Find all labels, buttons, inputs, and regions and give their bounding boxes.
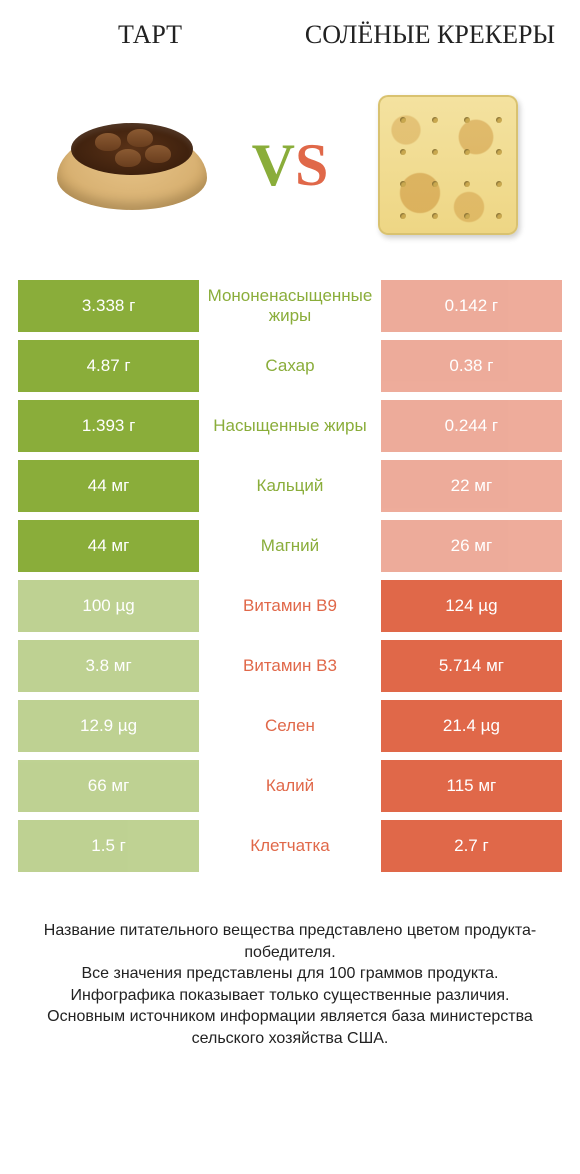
cell-left-value: 12.9 µg [18, 700, 199, 752]
cracker-icon [378, 95, 518, 235]
cell-nutrient-label: Селен [199, 700, 381, 752]
cell-nutrient-label: Клетчатка [199, 820, 381, 872]
cell-left-value: 3.8 мг [18, 640, 199, 692]
cell-right-value: 21.4 µg [381, 700, 562, 752]
cell-right-value: 0.38 г [381, 340, 562, 392]
table-row: 3.338 гМононенасыщенные жиры0.142 г [18, 280, 562, 332]
header: ТАРТ СОЛЁНЫЕ КРЕКЕРЫ [0, 0, 580, 60]
cell-right-value: 124 µg [381, 580, 562, 632]
infographic: ТАРТ СОЛЁНЫЕ КРЕКЕРЫ VS [0, 0, 580, 1174]
cell-right-value: 26 мг [381, 520, 562, 572]
cell-right-value: 0.244 г [381, 400, 562, 452]
cell-left-value: 66 мг [18, 760, 199, 812]
cell-left-value: 44 мг [18, 520, 199, 572]
product-image-right [363, 80, 533, 250]
cell-nutrient-label: Насыщенные жиры [199, 400, 381, 452]
table-row: 1.5 гКлетчатка2.7 г [18, 820, 562, 872]
cell-right-value: 115 мг [381, 760, 562, 812]
cell-nutrient-label: Витамин B3 [199, 640, 381, 692]
table-row: 44 мгМагний26 мг [18, 520, 562, 572]
title-right: СОЛЁНЫЕ КРЕКЕРЫ [290, 20, 570, 50]
table-row: 4.87 гСахар0.38 г [18, 340, 562, 392]
footer-line: Основным источником информации является … [24, 1006, 556, 1049]
cell-right-value: 5.714 мг [381, 640, 562, 692]
table-row: 66 мгКалий115 мг [18, 760, 562, 812]
table-row: 44 мгКальций22 мг [18, 460, 562, 512]
footer-line: Инфографика показывает только существенн… [24, 985, 556, 1007]
cell-nutrient-label: Мононенасыщенные жиры [199, 280, 381, 332]
cell-nutrient-label: Сахар [199, 340, 381, 392]
table-row: 12.9 µgСелен21.4 µg [18, 700, 562, 752]
cell-left-value: 100 µg [18, 580, 199, 632]
cell-nutrient-label: Магний [199, 520, 381, 572]
image-row: VS [0, 60, 580, 280]
cell-left-value: 1.393 г [18, 400, 199, 452]
product-image-left [47, 80, 217, 250]
vs-label: VS [252, 131, 329, 200]
table-row: 100 µgВитамин B9124 µg [18, 580, 562, 632]
title-left: ТАРТ [10, 20, 290, 50]
cell-right-value: 22 мг [381, 460, 562, 512]
vs-s: S [295, 132, 328, 198]
tart-icon [57, 115, 207, 215]
footer-line: Все значения представлены для 100 граммо… [24, 963, 556, 985]
vs-v: V [252, 132, 295, 198]
table-row: 3.8 мгВитамин B35.714 мг [18, 640, 562, 692]
cell-nutrient-label: Кальций [199, 460, 381, 512]
cell-left-value: 3.338 г [18, 280, 199, 332]
cell-nutrient-label: Калий [199, 760, 381, 812]
footer-line: Название питательного вещества представл… [24, 920, 556, 963]
cell-left-value: 1.5 г [18, 820, 199, 872]
cell-right-value: 2.7 г [381, 820, 562, 872]
cell-left-value: 4.87 г [18, 340, 199, 392]
footer-notes: Название питательного вещества представл… [0, 920, 580, 1070]
cell-left-value: 44 мг [18, 460, 199, 512]
comparison-table: 3.338 гМононенасыщенные жиры0.142 г 4.87 … [0, 280, 580, 880]
table-row: 1.393 гНасыщенные жиры0.244 г [18, 400, 562, 452]
cell-nutrient-label: Витамин B9 [199, 580, 381, 632]
cell-right-value: 0.142 г [381, 280, 562, 332]
